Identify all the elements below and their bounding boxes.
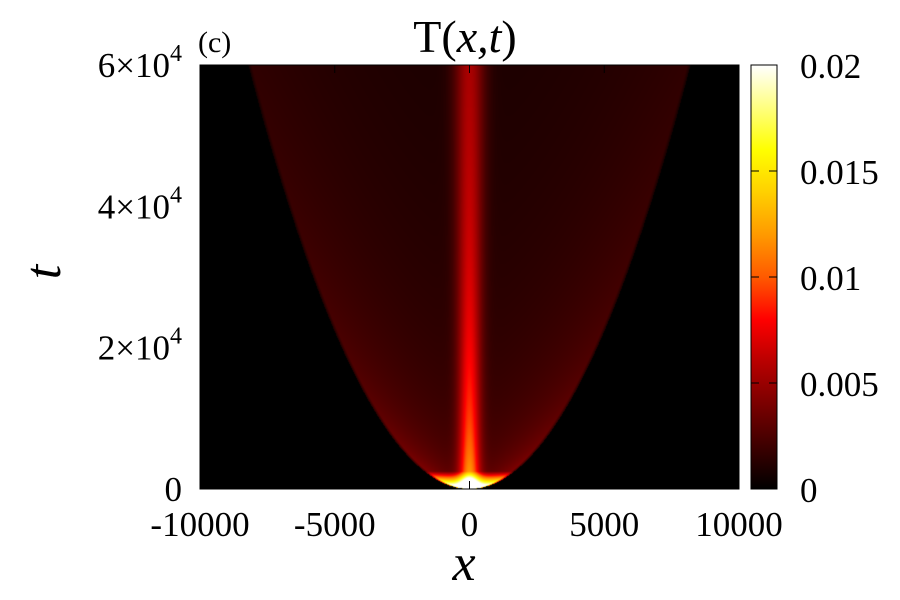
x-tick-label: 10000: [695, 505, 783, 544]
x-axis-label: x: [451, 535, 475, 592]
chart-title: T(x,t): [413, 11, 516, 62]
y-tick-label: 4×104: [98, 182, 182, 226]
y-tick-label: 0: [165, 470, 183, 509]
colorbar-tick-label: 0.01: [800, 259, 861, 298]
x-tick-label: 5000: [569, 505, 639, 544]
colorbar: 0 0.005 0.01 0.015 0.02: [750, 47, 879, 510]
x-axis: -10000 -5000 0 5000 10000: [150, 65, 783, 544]
heatmap-area: [200, 65, 739, 489]
heatmap-image: [200, 65, 739, 489]
x-tick-label: 0: [461, 505, 479, 544]
y-tick-label: 6×104: [98, 41, 182, 85]
y-axis: 0 2×104 4×104 6×104: [98, 41, 739, 509]
colorbar-tick-label: 0.02: [800, 47, 861, 86]
y-tick-label: 2×104: [98, 324, 182, 368]
colorbar-ticks: 0 0.005 0.01 0.015 0.02: [751, 47, 879, 510]
x-tick-label: -10000: [150, 505, 249, 544]
colorbar-tick-label: 0.005: [800, 365, 879, 404]
x-tick-label: -5000: [294, 505, 376, 544]
colorbar-tick-label: 0.015: [800, 153, 879, 192]
y-axis-label: t: [15, 263, 72, 279]
colorbar-tick-label: 0: [800, 471, 818, 510]
panel-label: (c): [198, 26, 231, 59]
